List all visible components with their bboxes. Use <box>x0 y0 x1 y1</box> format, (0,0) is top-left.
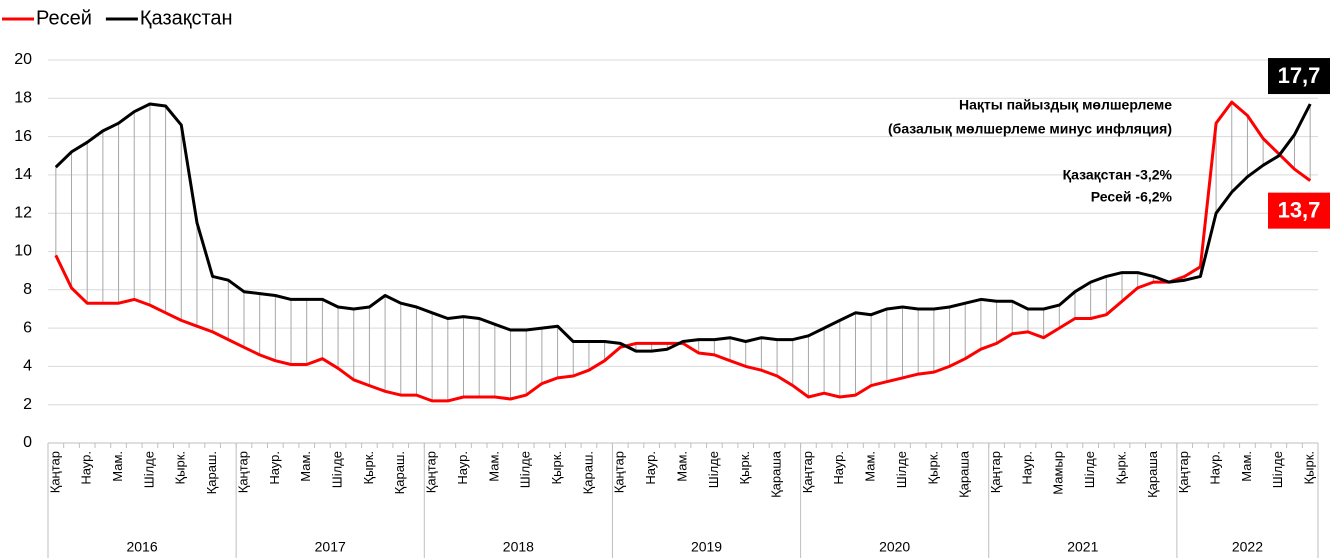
y-tick-label: 20 <box>14 51 32 68</box>
x-tick-label: Наур. <box>1019 451 1034 485</box>
annotation: Нақты пайыздық мөлшерлеме <box>959 97 1172 113</box>
x-tick-label: Шілде <box>1082 451 1097 488</box>
y-tick-label: 14 <box>14 166 32 183</box>
x-tick-label: Шілде <box>894 451 909 488</box>
x-tick-label: Наур. <box>1208 451 1223 485</box>
value-label-box <box>1268 58 1330 95</box>
x-tick-label: Қараш. <box>204 451 219 494</box>
y-tick-label: 4 <box>23 358 32 375</box>
annotation: Ресей -6,2% <box>1091 189 1173 205</box>
x-tick-label: Шілде <box>706 451 721 488</box>
x-tick-label: Шілде <box>1270 451 1285 488</box>
x-tick-label: Мам. <box>110 451 125 482</box>
x-tick-label: Қаңтар <box>800 451 815 493</box>
year-label: 2017 <box>315 539 346 555</box>
y-tick-label: 0 <box>23 434 32 451</box>
line-series <box>54 100 1312 403</box>
annotation: Қазақстан -3,2% <box>1063 167 1173 183</box>
x-tick-label: Мам. <box>674 451 689 482</box>
legend-label: Қазақстан <box>140 7 233 29</box>
annotation: (базалық мөлшерлеме минус инфляция) <box>888 121 1172 137</box>
x-tick-label: Қараша <box>1145 450 1160 498</box>
y-tick-label: 8 <box>23 281 32 298</box>
y-tick-label: 12 <box>14 204 32 221</box>
year-label: 2016 <box>126 539 157 555</box>
x-tick-label: Қараш. <box>580 451 595 494</box>
y-tick-label: 2 <box>23 396 32 413</box>
value-label: 17,7 <box>1278 63 1321 88</box>
x-tick-label: Қырк. <box>361 451 376 484</box>
x-tick-label: Мам. <box>1239 451 1254 482</box>
x-tick-label: Қаңтар <box>1176 451 1191 493</box>
year-label: 2020 <box>879 539 910 555</box>
x-tick-label: Мам. <box>298 451 313 482</box>
y-tick-label: 16 <box>14 128 32 145</box>
x-tick-label: Наур. <box>267 451 282 485</box>
year-label: 2022 <box>1232 539 1263 555</box>
x-tick-label: Мамыр <box>1051 451 1066 495</box>
value-label: 13,7 <box>1278 197 1321 222</box>
line-series <box>54 102 1312 353</box>
x-tick-label: Мам. <box>863 451 878 482</box>
x-tick-label: Қаңтар <box>424 451 439 493</box>
x-tick-label: Қырк. <box>1302 451 1317 484</box>
x-tick-label: Шілде <box>518 451 533 488</box>
x-tick-label: Қырк. <box>1113 451 1128 484</box>
x-tick-label: Шілде <box>329 451 344 488</box>
y-tick-label: 10 <box>14 243 32 260</box>
x-tick-label: Қараша <box>957 450 972 498</box>
year-label: 2019 <box>691 539 722 555</box>
x-tick-label: Қырк. <box>925 451 940 484</box>
y-tick-label: 18 <box>14 90 32 107</box>
y-tick-label: 6 <box>23 319 32 336</box>
x-tick-label: Наур. <box>79 451 94 485</box>
x-tick-label: Қараша <box>769 450 784 498</box>
x-tick-label: Қараш. <box>392 451 407 494</box>
x-tick-label: Қырк. <box>173 451 188 484</box>
x-tick-label: Шілде <box>141 451 156 488</box>
x-tick-label: Наур. <box>831 451 846 485</box>
value-label-box <box>1268 192 1330 229</box>
x-tick-label: Қаңтар <box>988 451 1003 493</box>
x-tick-label: Наур. <box>643 451 658 485</box>
x-tick-label: Мам. <box>486 451 501 482</box>
legend-label: Ресей <box>36 7 92 29</box>
x-tick-label: Қаңтар <box>47 451 62 493</box>
x-tick-label: Наур. <box>455 451 470 485</box>
year-label: 2021 <box>1067 539 1098 555</box>
x-tick-label: Қырк. <box>549 451 564 484</box>
year-label: 2018 <box>503 539 534 555</box>
x-tick-label: Қаңтар <box>612 451 627 493</box>
x-tick-label: Қырк. <box>737 451 752 484</box>
x-tick-label: Қаңтар <box>235 451 250 493</box>
